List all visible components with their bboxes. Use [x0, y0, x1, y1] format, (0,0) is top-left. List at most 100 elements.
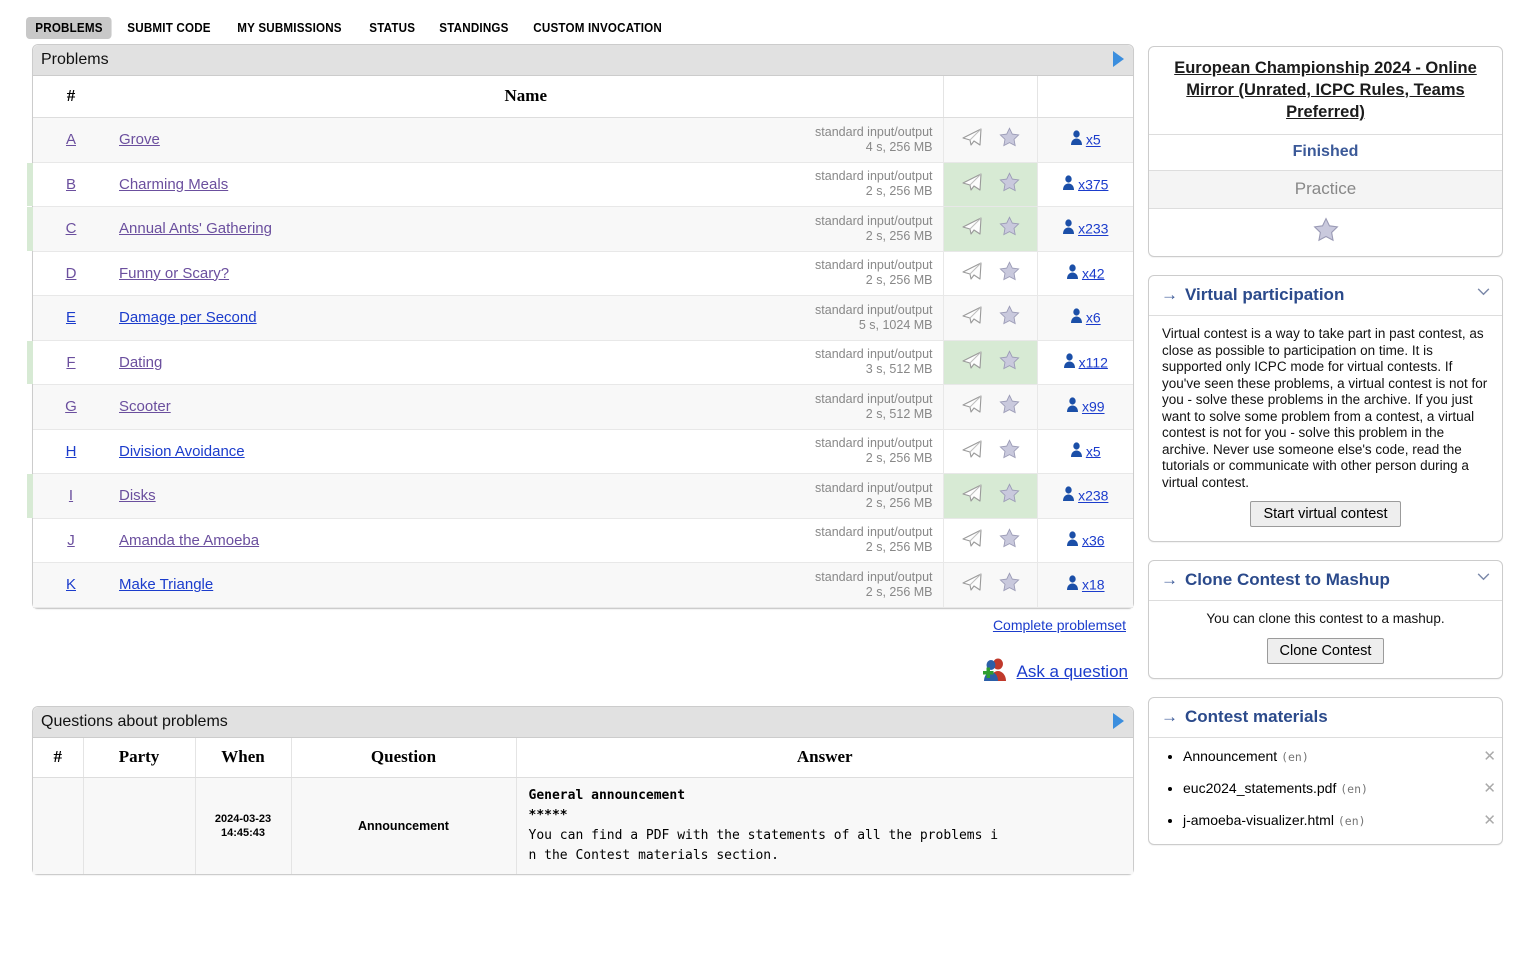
nav-item-submit-code[interactable]: SUBMIT CODE [127, 20, 212, 35]
start-virtual-contest-button[interactable]: Start virtual contest [1250, 501, 1401, 527]
star-icon[interactable] [998, 572, 1020, 597]
paper-plane-icon[interactable] [961, 305, 983, 330]
problem-name-link[interactable]: Damage per Second [119, 309, 257, 327]
problem-solved-count-link[interactable]: x112 [1078, 354, 1108, 371]
problem-solved-count-link[interactable]: x233 [1078, 220, 1109, 237]
problem-name-link[interactable]: Dating [119, 353, 163, 371]
nav-item-status[interactable]: STATUS [369, 20, 416, 35]
problem-limits-cell: standard input/output 2 s, 256 MB [526, 473, 943, 519]
problem-solved-count-link[interactable]: x5 [1085, 443, 1101, 460]
paper-plane-icon[interactable] [961, 572, 983, 597]
chevron-down-icon[interactable] [1477, 288, 1490, 296]
problem-solved-count-link[interactable]: x99 [1081, 398, 1105, 415]
star-icon[interactable] [998, 172, 1020, 197]
clone-contest-header[interactable]: → Clone Contest to Mashup [1149, 561, 1502, 601]
chevron-down-icon[interactable] [1477, 573, 1490, 581]
paper-plane-icon[interactable] [961, 528, 983, 553]
problem-index-link[interactable]: A [65, 131, 76, 149]
nav-item-custom-invocation[interactable]: CUSTOM INVOCATION [533, 20, 663, 35]
user-icon [1066, 575, 1079, 594]
ask-question-link[interactable]: Ask a question [1016, 662, 1128, 681]
paper-plane-icon[interactable] [961, 172, 983, 197]
problem-solved-count-cell: x112 [1036, 340, 1133, 385]
problem-index-link[interactable]: C [65, 220, 77, 238]
problem-name-cell: Damage per Second [109, 295, 526, 341]
problem-name-link[interactable]: Funny or Scary? [119, 264, 230, 282]
remove-material-icon[interactable]: ✕ [1483, 747, 1496, 765]
star-icon[interactable] [998, 350, 1020, 375]
problems-table: # Name A Grove standard input/output 4 s, 2… [27, 76, 1133, 608]
problem-name-link[interactable]: Grove [119, 131, 160, 149]
problem-solved-count-cell: x99 [1036, 384, 1133, 430]
problem-time-memory: 4 s, 256 MB [865, 139, 933, 154]
star-icon[interactable] [998, 483, 1020, 508]
star-icon[interactable] [998, 394, 1020, 419]
complete-problemset-link[interactable]: Complete problemset [992, 616, 1126, 633]
problem-actions-cell [942, 562, 1037, 608]
contest-practice-link[interactable]: Practice [1149, 171, 1502, 209]
paper-plane-icon[interactable] [961, 127, 983, 152]
paper-plane-icon[interactable] [961, 216, 983, 241]
material-link[interactable]: Announcement [1183, 747, 1278, 764]
problem-index-link[interactable]: G [65, 398, 77, 416]
problem-solved-count-link[interactable]: x238 [1078, 487, 1109, 504]
virtual-participation-header[interactable]: → Virtual participation [1149, 276, 1502, 316]
paper-plane-icon[interactable] [961, 483, 983, 508]
problem-solved-count-link[interactable]: x36 [1081, 532, 1105, 549]
star-icon[interactable] [998, 127, 1020, 152]
virtual-participation-text: Virtual contest is a way to take part in… [1162, 326, 1488, 490]
material-link[interactable]: j-amoeba-visualizer.html [1183, 811, 1334, 828]
sidebar: European Championship 2024 - Online Mirr… [1148, 46, 1503, 863]
problem-index-link[interactable]: D [65, 264, 77, 282]
arrow-right-icon: → [1161, 285, 1178, 304]
star-icon[interactable] [998, 216, 1020, 241]
problem-index-link[interactable]: E [65, 309, 76, 327]
contest-title-link[interactable]: European Championship 2024 - Online Mirr… [1174, 59, 1477, 121]
problem-name-link[interactable]: Disks [119, 487, 156, 505]
paper-plane-icon[interactable] [961, 261, 983, 286]
problem-index-link[interactable]: B [65, 175, 76, 193]
contest-materials-header[interactable]: → Contest materials [1149, 698, 1502, 738]
star-icon[interactable] [998, 528, 1020, 553]
star-icon[interactable] [998, 261, 1020, 286]
paper-plane-icon[interactable] [961, 350, 983, 375]
remove-material-icon[interactable]: ✕ [1483, 811, 1496, 829]
collapse-triangle-icon[interactable] [1113, 712, 1124, 729]
nav-item-my-submissions[interactable]: MY SUBMISSIONS [237, 20, 342, 35]
problem-solved-count-link[interactable]: x6 [1085, 309, 1101, 326]
problem-solved-count-link[interactable]: x375 [1078, 176, 1109, 193]
virtual-participation-body: Virtual contest is a way to take part in… [1149, 316, 1502, 541]
nav-item-problems[interactable]: PROBLEMS [26, 16, 112, 39]
paper-plane-icon[interactable] [961, 394, 983, 419]
problem-name-link[interactable]: Division Avoidance [119, 442, 245, 460]
contest-materials-title: Contest materials [1185, 706, 1328, 726]
problem-io: standard input/output [815, 213, 933, 228]
problem-name-link[interactable]: Charming Meals [119, 175, 229, 193]
material-link[interactable]: euc2024_statements.pdf [1183, 779, 1337, 796]
problem-name-link[interactable]: Annual Ants' Gathering [119, 220, 272, 238]
problem-name-link[interactable]: Make Triangle [119, 576, 214, 594]
problem-name-link[interactable]: Amanda the Amoeba [119, 531, 260, 549]
problem-index-link[interactable]: F [66, 353, 76, 371]
problem-io: standard input/output [815, 436, 933, 451]
problem-actions-cell [942, 518, 1037, 563]
remove-material-icon[interactable]: ✕ [1483, 779, 1496, 797]
collapse-triangle-icon[interactable] [1113, 51, 1124, 67]
star-icon[interactable] [998, 439, 1020, 464]
problem-index-link[interactable]: K [65, 576, 76, 594]
problem-io: standard input/output [815, 525, 933, 540]
contest-favourite-star[interactable] [1149, 209, 1502, 256]
nav-item-standings[interactable]: STANDINGS [439, 20, 509, 35]
paper-plane-icon[interactable] [961, 439, 983, 464]
questions-table: # Party When Question Answer 2024-03-23 … [33, 737, 1133, 874]
problem-index-link[interactable]: I [68, 487, 74, 505]
problem-solved-count-link[interactable]: x5 [1085, 131, 1101, 148]
problem-time-memory: 2 s, 256 MB [865, 540, 933, 555]
star-icon[interactable] [998, 305, 1020, 330]
problem-index-link[interactable]: H [65, 442, 77, 460]
problem-index-link[interactable]: J [67, 531, 75, 549]
problem-solved-count-link[interactable]: x42 [1081, 265, 1105, 282]
problem-solved-count-link[interactable]: x18 [1081, 576, 1105, 593]
clone-contest-button[interactable]: Clone Contest [1266, 637, 1385, 664]
problem-name-link[interactable]: Scooter [119, 398, 171, 416]
